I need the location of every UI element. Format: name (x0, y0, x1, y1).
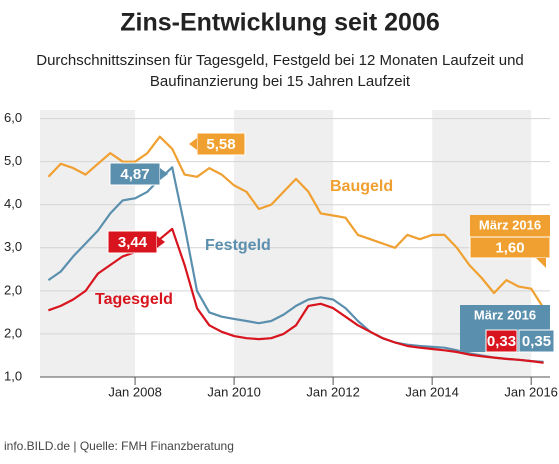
callout-date: März 2016 (479, 217, 541, 232)
callout: 0,33 (485, 329, 518, 353)
callout-arrow (189, 138, 197, 150)
y-tick-label: 2,0 (4, 325, 22, 340)
callout-arrow (536, 258, 546, 268)
callout: März 2016 0,35 (460, 305, 555, 353)
callout-box (469, 236, 551, 259)
callout-box (485, 329, 518, 353)
band (234, 110, 334, 377)
y-tick-label: 6,0 (4, 110, 22, 125)
y-tick-label: 1,0 (4, 368, 22, 383)
x-tick-label: Jan 2008 (108, 384, 162, 399)
callout-label: 0,33 (487, 333, 516, 350)
callout: März 2016 1,60 (469, 215, 551, 268)
series-line (48, 227, 544, 364)
series-label: Tagesgeld (95, 291, 173, 308)
callout-label: 4,87 (120, 166, 149, 183)
callout-date: März 2016 (474, 307, 536, 322)
chart-title: Zins-Entwicklung seit 2006 (120, 9, 440, 37)
callout: 3,44 (107, 230, 165, 254)
source: info.BILD.de | Quelle: FMH Finanzberatun… (4, 439, 234, 453)
callout-label: 0,35 (522, 333, 551, 350)
callout: 4,87 (109, 162, 168, 186)
x-tick-label: Jan 2010 (207, 384, 261, 399)
y-tick-label: 3,0 (4, 239, 22, 254)
x-tick-label: Jan 2012 (306, 384, 360, 399)
y-tick-label: 4,0 (4, 196, 22, 211)
series-line (47, 135, 545, 309)
callout-label: 3,44 (118, 234, 148, 251)
callout-label: 1,60 (495, 239, 524, 256)
subtitle: Baufinanzierung bei 15 Jahren Laufzeit (150, 73, 411, 90)
callout-label: 5,58 (206, 136, 235, 153)
series-label: Baugeld (330, 178, 393, 195)
y-tick-label: 2,0 (4, 282, 22, 297)
series-label: Festgeld (205, 237, 271, 254)
x-tick-label: Jan 2014 (405, 384, 459, 399)
callout-arrow (157, 236, 165, 248)
callout-arrow (160, 168, 168, 180)
y-tick-label: 5,0 (4, 153, 22, 168)
callout: 5,58 (189, 132, 246, 156)
x-tick-label: Jan 2016 (504, 384, 558, 399)
callout-box (518, 329, 555, 353)
subtitle: Durchschnittszinsen für Tagesgeld, Festg… (36, 52, 524, 69)
